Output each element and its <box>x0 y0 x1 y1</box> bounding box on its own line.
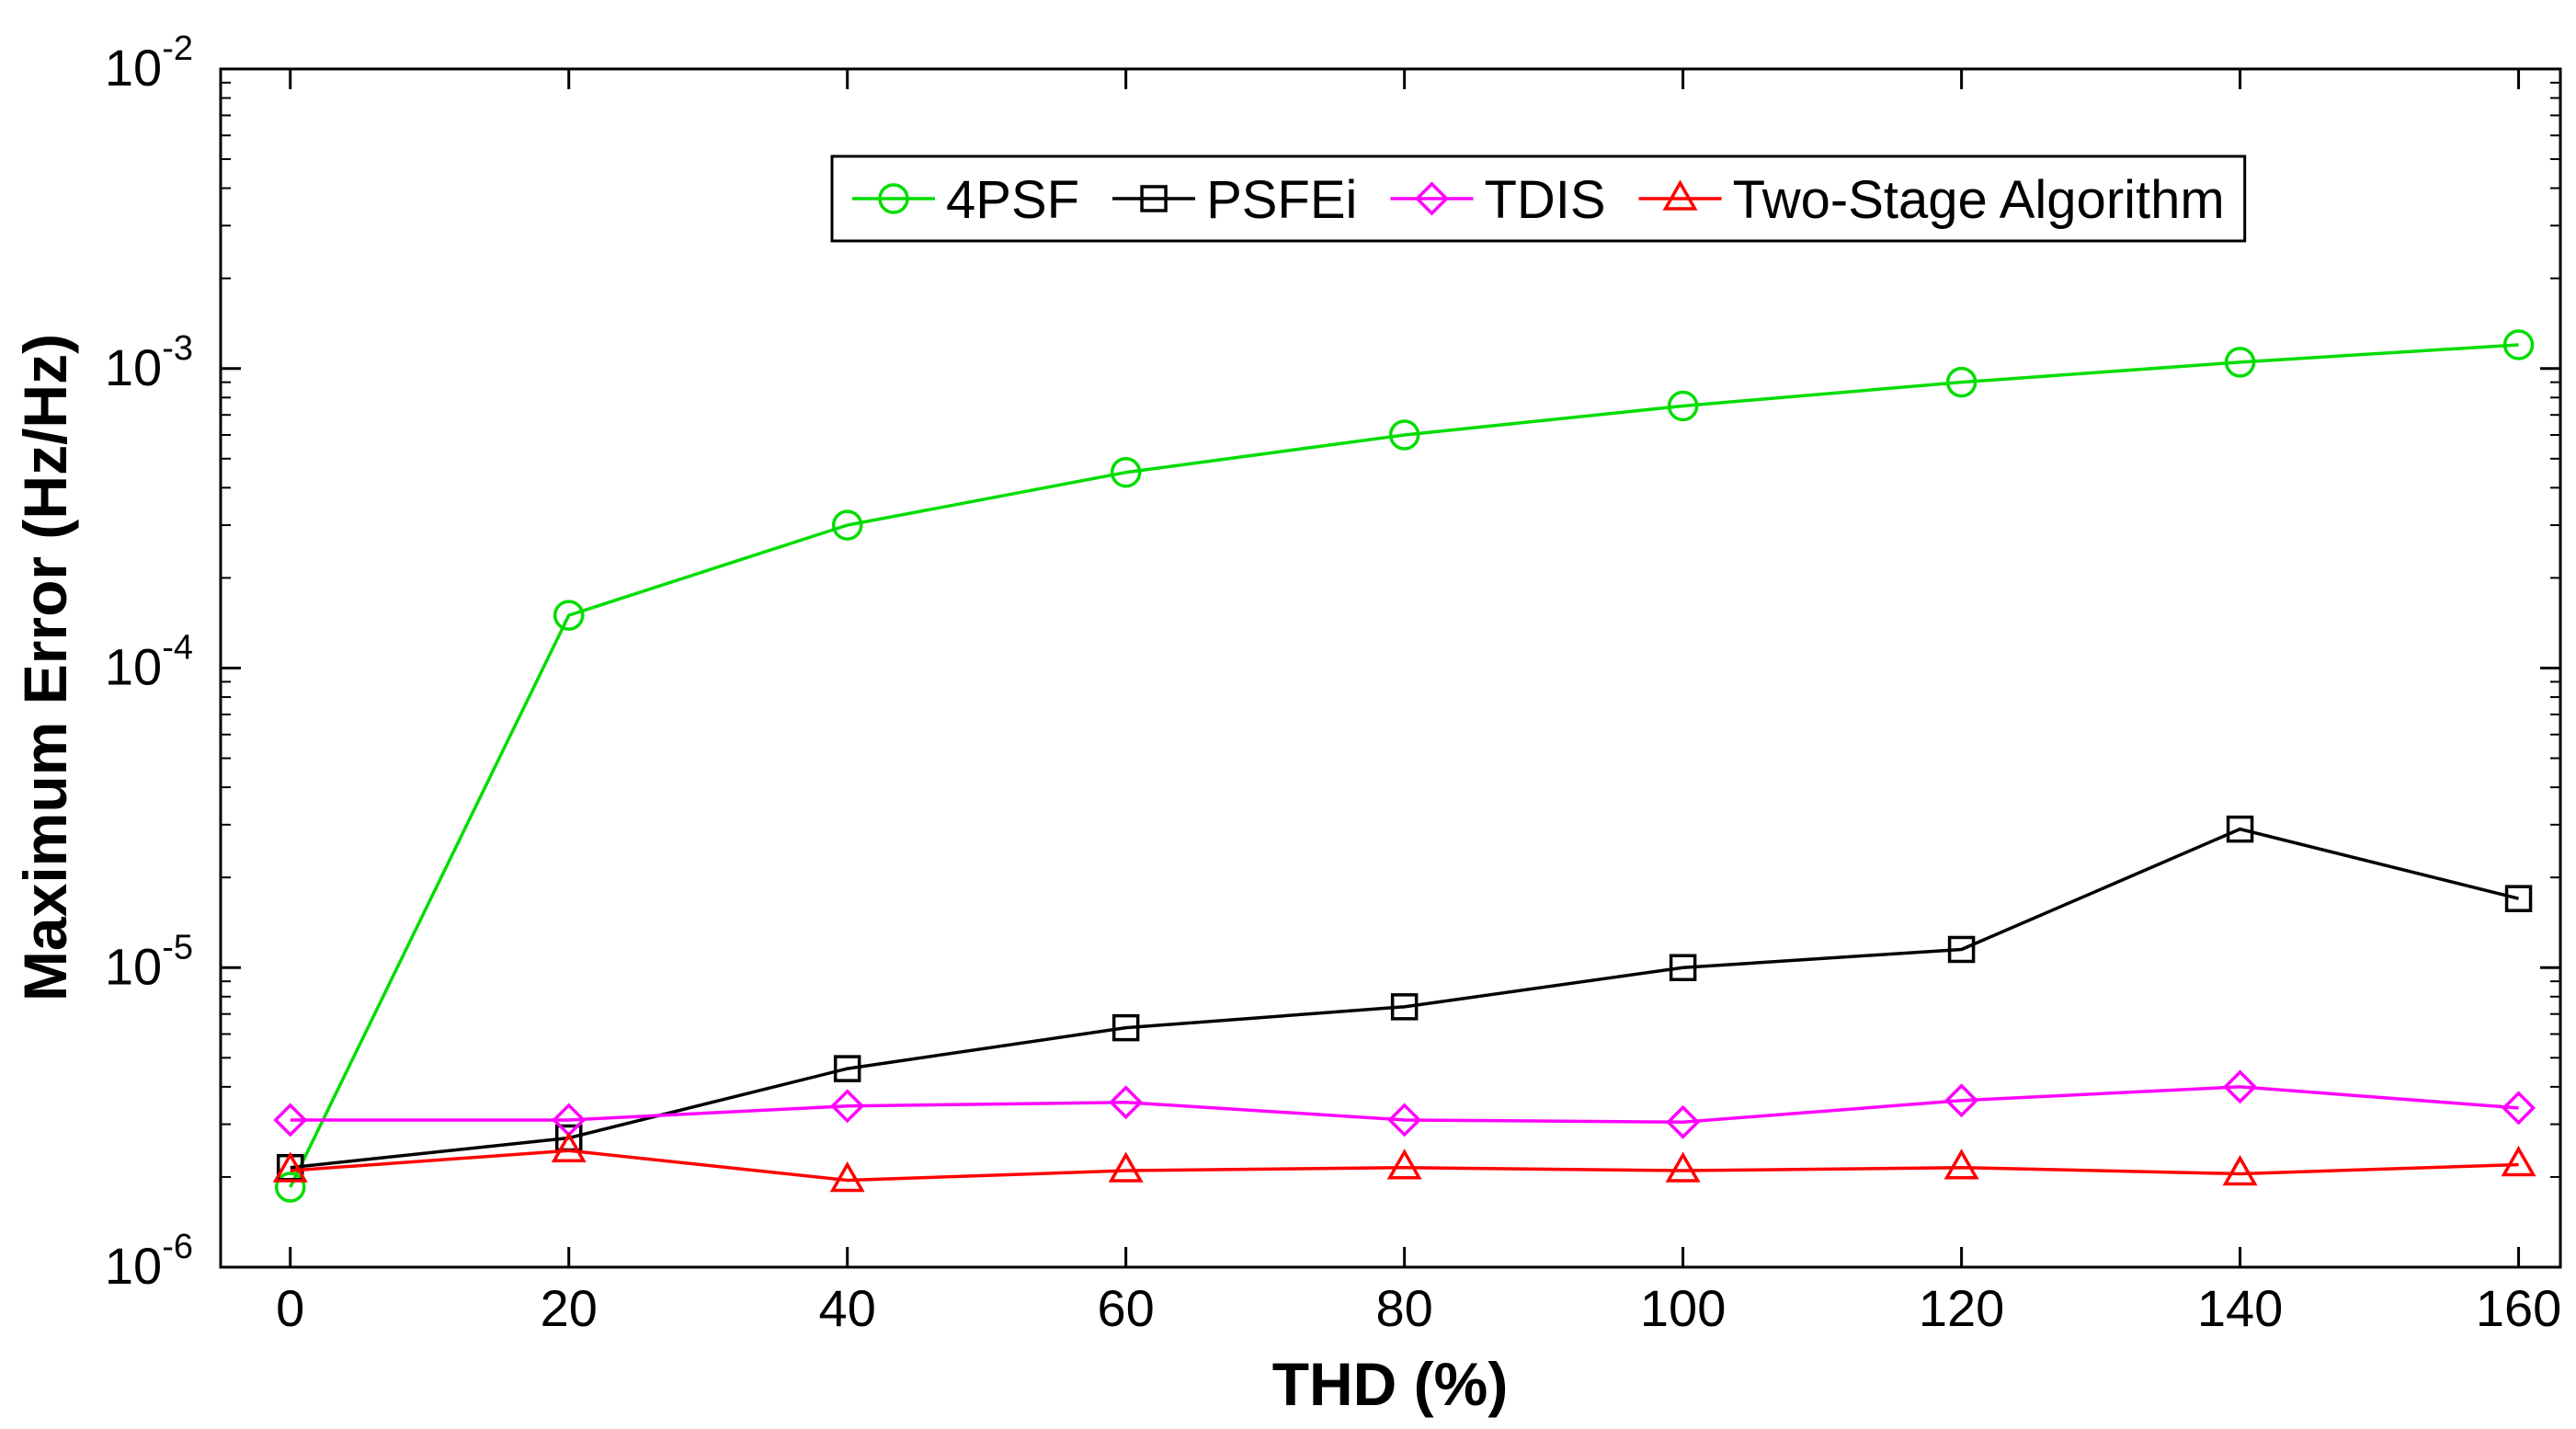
data-point-psfei <box>1390 993 1419 1021</box>
legend-marker-4psf <box>878 183 909 214</box>
data-point-two-stage-algorithm <box>1665 1151 1701 1183</box>
data-point-4psf <box>1110 456 1142 488</box>
data-point-psfei <box>2504 885 2533 912</box>
series-line-tdis <box>290 1085 2519 1124</box>
data-point-tdis <box>273 1103 308 1137</box>
legend-label-psfei: PSFEi <box>1206 170 1357 230</box>
data-point-two-stage-algorithm <box>272 1151 308 1183</box>
series-line-4psf <box>289 343 2519 1188</box>
legend-label-tdis: TDIS <box>1484 170 1605 230</box>
x-axis-title: THD (%) <box>1272 1350 1509 1418</box>
data-point-two-stage-algorithm <box>1943 1149 1979 1180</box>
data-point-4psf <box>1667 390 1699 422</box>
data-point-tdis <box>1944 1083 1979 1118</box>
data-point-two-stage-algorithm <box>2501 1145 2536 1177</box>
legend-marker-tdis <box>1414 181 1449 216</box>
series-line-two-stage-algorithm <box>290 1149 2519 1183</box>
y-tick-label: 10-2 <box>105 29 193 97</box>
data-point-4psf <box>274 1172 306 1203</box>
legend-box <box>830 154 2247 243</box>
data-point-tdis <box>1387 1103 1422 1137</box>
legend-label-4psf: 4PSF <box>946 170 1079 230</box>
series-tdis <box>273 1069 2536 1139</box>
legend-item-4psf: 4PSF <box>852 170 1079 230</box>
y-tick-label: 10-6 <box>105 1228 193 1295</box>
series-two-stage-algorithm <box>272 1131 2536 1193</box>
legend-item-tdis: TDIS <box>1390 170 1606 230</box>
x-tick-label: 120 <box>1919 1279 2004 1337</box>
data-point-two-stage-algorithm <box>551 1131 587 1162</box>
data-point-two-stage-algorithm <box>829 1160 865 1193</box>
legend-marker-psfei <box>1140 185 1168 212</box>
data-point-psfei <box>1947 935 1976 964</box>
x-tick-label: 0 <box>276 1279 304 1337</box>
data-point-tdis <box>2502 1091 2536 1126</box>
x-tick-label: 60 <box>1098 1279 1155 1337</box>
series-4psf <box>274 329 2535 1203</box>
data-point-two-stage-algorithm <box>2222 1154 2258 1186</box>
data-point-psfei <box>1669 954 1697 981</box>
data-point-4psf <box>2502 329 2535 360</box>
data-point-tdis <box>1666 1104 1701 1139</box>
data-point-psfei <box>2226 815 2254 843</box>
x-tick-label: 80 <box>1376 1279 1433 1337</box>
x-tick-label: 20 <box>541 1279 598 1337</box>
x-tick-label: 40 <box>819 1279 876 1337</box>
data-point-tdis <box>830 1089 865 1124</box>
data-point-psfei <box>833 1055 861 1082</box>
x-tick-label: 160 <box>2476 1279 2561 1337</box>
data-point-two-stage-algorithm <box>1108 1151 1144 1183</box>
y-axis-title: Maximum Error (Hz/Hz) <box>11 334 79 1001</box>
y-tick-label: 10-4 <box>105 629 193 696</box>
data-point-two-stage-algorithm <box>1386 1149 1422 1180</box>
legend-marker-two-stage-algorithm <box>1662 179 1698 211</box>
legend-item-two-stage-algorithm: Two-Stage Algorithm <box>1638 170 2225 230</box>
y-tick-label: 10-5 <box>105 928 193 995</box>
data-point-tdis <box>1109 1085 1144 1120</box>
y-tick-label: 10-3 <box>105 329 193 396</box>
data-point-4psf <box>2224 347 2256 378</box>
legend-label-two-stage-algorithm: Two-Stage Algorithm <box>1733 170 2225 230</box>
x-tick-label: 100 <box>1640 1279 1726 1337</box>
data-point-psfei <box>1111 1013 1140 1042</box>
data-point-4psf <box>831 509 863 541</box>
data-point-4psf <box>1945 366 1978 398</box>
x-tick-label: 140 <box>2197 1279 2283 1337</box>
legend-item-psfei: PSFEi <box>1112 170 1357 230</box>
data-point-4psf <box>1388 419 1420 451</box>
data-point-tdis <box>2223 1069 2258 1104</box>
data-point-4psf <box>553 600 585 631</box>
